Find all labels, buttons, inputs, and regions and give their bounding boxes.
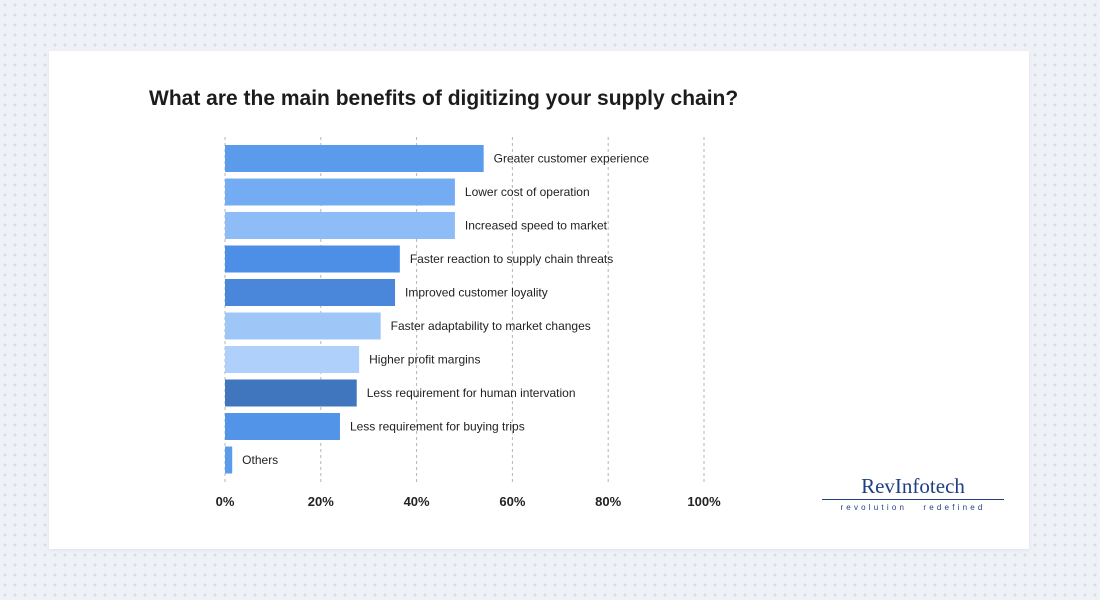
bar-label: Lower cost of operation — [465, 185, 590, 199]
bar — [225, 279, 396, 306]
x-tick-label: 60% — [499, 494, 525, 509]
x-tick-label: 80% — [595, 494, 621, 509]
chart-card: What are the main benefits of digitizing… — [49, 51, 1029, 549]
bar — [225, 312, 381, 340]
bar — [225, 245, 400, 273]
x-tick-label: 0% — [216, 494, 235, 509]
logo-divider — [822, 499, 1004, 500]
bar — [225, 379, 357, 407]
bar-label: Faster adaptability to market changes — [391, 319, 591, 333]
logo-tagline: revolution redefined — [840, 503, 986, 512]
bar — [225, 145, 484, 172]
chart-title: What are the main benefits of digitizing… — [149, 87, 739, 110]
bar — [225, 212, 455, 239]
bar-label: Less requirement for buying trips — [350, 420, 525, 434]
x-tick-label: 100% — [687, 494, 721, 509]
bar-chart: 0% 20% 40% 60% 80% 100% Greater customer exper… — [216, 137, 721, 509]
bar-label: Less requirement for human intervation — [367, 386, 576, 400]
bar-label: Others — [242, 453, 278, 467]
x-tick-label: 40% — [404, 494, 430, 509]
bar — [225, 446, 233, 474]
bar — [225, 346, 360, 373]
revinfotech-logo: RevInfotech revolution redefined — [822, 474, 1004, 512]
bar — [225, 413, 340, 440]
bar-label: Faster reaction to supply chain threats — [410, 252, 613, 266]
logo-name: RevInfotech — [861, 474, 965, 498]
x-tick-label: 20% — [308, 494, 334, 509]
bar-label: Increased speed to market — [465, 219, 608, 233]
bar-label: Improved customer loyality — [405, 286, 548, 300]
bar-label: Higher profit margins — [369, 353, 480, 367]
bar-label: Greater customer experience — [494, 152, 650, 166]
bar — [225, 178, 455, 206]
